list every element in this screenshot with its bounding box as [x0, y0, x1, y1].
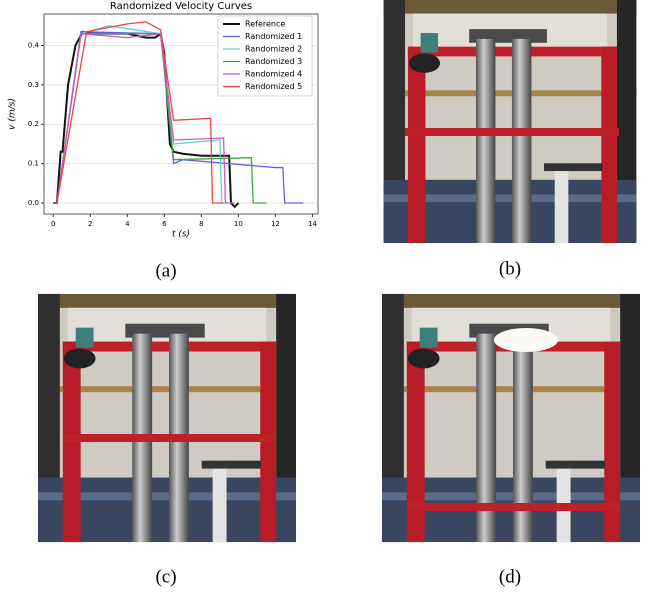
- x-tick-label: 12: [271, 220, 280, 228]
- crossbar: [405, 128, 619, 136]
- legend-label: Randomized 1: [245, 32, 302, 41]
- caption: (a): [155, 260, 176, 281]
- line: [53, 21, 224, 204]
- y-tick-label: 0.1: [28, 160, 39, 168]
- y-tick-label: 0.0: [28, 199, 39, 207]
- crossbar: [407, 503, 620, 511]
- caption: (d): [499, 566, 521, 587]
- x-tick-label: 0: [51, 220, 55, 228]
- x-tick-label: 4: [125, 220, 130, 228]
- y-tick-label: 0.3: [28, 81, 39, 89]
- y-tick-label: 0.2: [28, 120, 39, 128]
- caption: (b): [499, 258, 521, 279]
- legend-label: Randomized 3: [245, 57, 302, 66]
- crossbar: [63, 434, 276, 442]
- x-tick-label: 14: [308, 220, 317, 228]
- legend-label: Reference: [245, 20, 285, 29]
- legend-label: Randomized 2: [245, 45, 302, 54]
- legend-label: Randomized 4: [245, 70, 302, 79]
- x-axis-label: t (s): [172, 230, 190, 240]
- chart-title: Randomized Velocity Curves: [110, 1, 252, 12]
- x-tick-label: 2: [88, 220, 92, 228]
- legend: [217, 15, 313, 97]
- x-tick-label: 6: [162, 220, 167, 228]
- photo: [382, 293, 640, 543]
- x-tick-label: 8: [199, 220, 203, 228]
- legend-label: Randomized 5: [245, 82, 302, 91]
- y-axis-label: v (m/s): [8, 98, 18, 130]
- light: [494, 328, 558, 352]
- x-tick-label: 10: [234, 220, 243, 228]
- photo: [38, 293, 296, 543]
- caption: (c): [155, 566, 176, 587]
- line: [53, 30, 240, 209]
- y-tick-label: 0.4: [28, 41, 40, 49]
- photo: [383, 0, 637, 243]
